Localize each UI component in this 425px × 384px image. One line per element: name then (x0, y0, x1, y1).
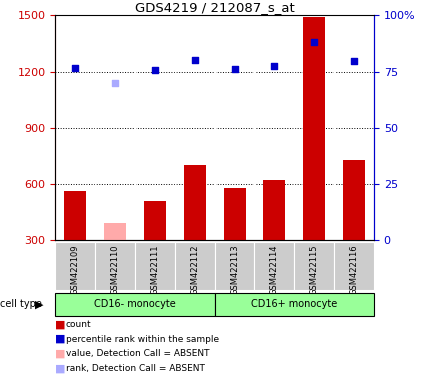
Text: ■: ■ (55, 363, 66, 373)
Bar (135, 242, 175, 290)
Text: ■: ■ (55, 334, 66, 344)
Bar (184, 165, 206, 240)
Text: count: count (66, 320, 91, 329)
Bar (294, 242, 334, 290)
Text: GSM422110: GSM422110 (110, 244, 119, 295)
Bar (64, 191, 86, 240)
Point (112, 79, 119, 86)
Text: rank, Detection Call = ABSENT: rank, Detection Call = ABSENT (66, 364, 205, 373)
Text: ■: ■ (55, 349, 66, 359)
Bar (303, 17, 325, 240)
Bar (343, 159, 365, 240)
Title: GDS4219 / 212087_s_at: GDS4219 / 212087_s_at (135, 1, 295, 14)
Bar (55, 242, 95, 290)
Text: GSM422113: GSM422113 (230, 244, 239, 295)
Text: value, Detection Call = ABSENT: value, Detection Call = ABSENT (66, 349, 210, 358)
Text: CD16- monocyte: CD16- monocyte (94, 299, 176, 310)
Text: cell type: cell type (0, 299, 42, 310)
Text: ▶: ▶ (35, 299, 43, 310)
Bar (215, 293, 374, 316)
Point (271, 63, 278, 69)
Bar (255, 242, 294, 290)
Text: GSM422115: GSM422115 (310, 244, 319, 295)
Point (151, 66, 158, 73)
Text: GSM422111: GSM422111 (150, 244, 159, 295)
Bar (215, 242, 255, 290)
Bar (264, 180, 285, 240)
Text: CD16+ monocyte: CD16+ monocyte (251, 299, 337, 310)
Bar (334, 242, 374, 290)
Point (191, 57, 198, 63)
Point (72, 65, 79, 71)
Point (231, 66, 238, 72)
Point (311, 38, 317, 45)
Text: GSM422109: GSM422109 (71, 244, 79, 295)
Text: GSM422112: GSM422112 (190, 244, 199, 295)
Text: ■: ■ (55, 319, 66, 329)
Text: GSM422116: GSM422116 (350, 244, 359, 295)
Text: GSM422114: GSM422114 (270, 244, 279, 295)
Bar (175, 242, 215, 290)
Bar (144, 201, 166, 240)
Bar (95, 242, 135, 290)
Text: percentile rank within the sample: percentile rank within the sample (66, 334, 219, 344)
Bar (224, 188, 246, 240)
Bar (104, 223, 126, 240)
Bar (55, 293, 215, 316)
Point (351, 58, 357, 64)
